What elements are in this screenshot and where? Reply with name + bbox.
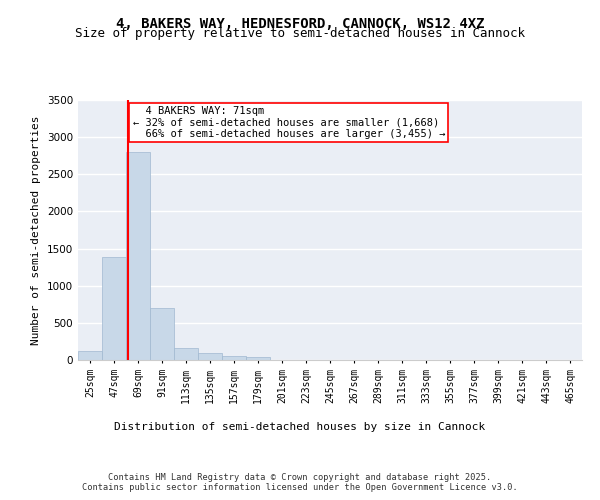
Bar [223, 356, 245, 360]
Bar [199, 354, 221, 360]
Text: Distribution of semi-detached houses by size in Cannock: Distribution of semi-detached houses by … [115, 422, 485, 432]
Bar [151, 308, 173, 360]
Bar [127, 152, 149, 360]
Text: Contains public sector information licensed under the Open Government Licence v3: Contains public sector information licen… [82, 484, 518, 492]
Text: 4, BAKERS WAY, HEDNESFORD, CANNOCK, WS12 4XZ: 4, BAKERS WAY, HEDNESFORD, CANNOCK, WS12… [116, 18, 484, 32]
Text: Size of property relative to semi-detached houses in Cannock: Size of property relative to semi-detach… [75, 28, 525, 40]
Bar [247, 358, 269, 360]
Text: 4 BAKERS WAY: 71sqm
← 32% of semi-detached houses are smaller (1,668)
  66% of s: 4 BAKERS WAY: 71sqm ← 32% of semi-detach… [133, 106, 445, 139]
Y-axis label: Number of semi-detached properties: Number of semi-detached properties [31, 116, 41, 345]
Bar [175, 348, 197, 360]
Bar [79, 351, 101, 360]
Bar [103, 258, 125, 360]
Text: Contains HM Land Registry data © Crown copyright and database right 2025.: Contains HM Land Registry data © Crown c… [109, 472, 491, 482]
